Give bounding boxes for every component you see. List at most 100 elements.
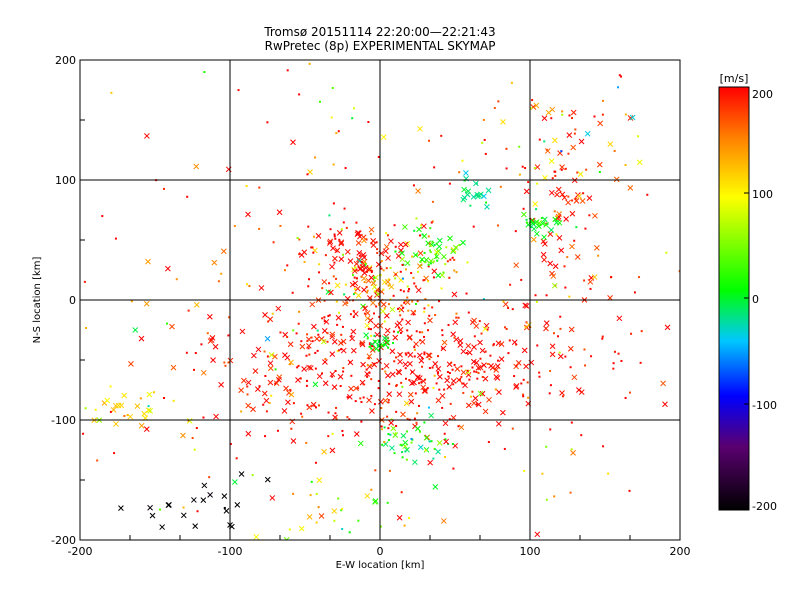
x-axis (129, 535, 631, 540)
data-point-x (147, 504, 153, 511)
data-point-dot (368, 345, 371, 348)
data-point-dot (317, 404, 320, 407)
data-point-dot (84, 407, 87, 410)
data-point-x (472, 395, 479, 402)
data-point-dot (415, 217, 418, 220)
data-point-dot (162, 187, 165, 190)
data-point-dot (370, 347, 373, 350)
data-point-dot (359, 397, 362, 400)
data-point-x (221, 493, 228, 500)
x-tick-label: -200 (68, 545, 93, 558)
data-point-x (447, 235, 453, 242)
data-point-dot (433, 447, 436, 450)
data-point-dot (340, 509, 343, 512)
data-point-dot (350, 334, 353, 337)
data-point-dot (370, 378, 373, 381)
data-point-dot (418, 404, 421, 407)
data-point-dot (333, 261, 336, 264)
data-point-x (180, 432, 186, 439)
data-point-dot (265, 410, 268, 413)
data-point-dot (413, 417, 416, 420)
data-point-dot (548, 392, 551, 395)
data-point-dot (264, 374, 267, 377)
data-point-x (295, 377, 301, 383)
data-point-dot (394, 277, 397, 280)
data-point-dot (423, 353, 426, 356)
data-point-dot (408, 379, 411, 382)
data-point-dot (584, 227, 587, 230)
data-point-x (322, 380, 329, 387)
data-point-x (263, 397, 270, 404)
data-point-x (616, 315, 623, 322)
data-point-x (404, 446, 410, 453)
data-point-dot (395, 424, 398, 427)
data-point-dot (342, 367, 345, 370)
data-point-dot (545, 445, 548, 448)
data-point-dot (365, 238, 368, 241)
data-point-dot (258, 186, 261, 189)
data-point-x (211, 259, 218, 266)
data-point-dot (315, 521, 318, 524)
data-point-dot (370, 269, 373, 272)
data-point-x (579, 198, 586, 204)
data-point-x (349, 281, 356, 288)
data-point-dot (373, 280, 376, 283)
data-point-x (439, 392, 446, 399)
data-point-dot (423, 322, 426, 325)
data-point-x (382, 341, 389, 348)
data-point-x (522, 302, 529, 309)
colorbar-tick-label: -100 (752, 399, 777, 412)
data-point-dot (352, 310, 355, 313)
data-point-x (231, 479, 238, 485)
data-point-x (250, 406, 256, 413)
data-point-x (342, 300, 348, 307)
data-point-dot (340, 348, 343, 351)
data-point-dot (418, 430, 421, 433)
data-point-dot (432, 260, 435, 263)
data-point-dot (523, 469, 526, 472)
data-point-dot (419, 260, 422, 263)
data-point-x (374, 331, 381, 338)
grid (80, 60, 680, 540)
data-point-dot (412, 313, 415, 316)
data-point-dot (248, 285, 251, 288)
data-point-dot (246, 393, 249, 396)
data-point-x (607, 141, 614, 147)
data-point-dot (441, 347, 444, 350)
data-point-dot (434, 314, 437, 317)
data-point-dot (423, 310, 426, 313)
data-point-x (404, 299, 411, 306)
data-point-x (267, 379, 274, 386)
data-point-dot (389, 266, 392, 269)
data-point-x (436, 440, 443, 446)
data-point-dot (568, 295, 571, 298)
data-point-dot (601, 337, 604, 340)
data-point-dot (187, 419, 190, 422)
data-point-x (346, 394, 353, 400)
data-point-dot (628, 489, 631, 492)
data-point-dot (524, 326, 527, 329)
data-point-dot (354, 288, 357, 291)
data-point-x (372, 498, 379, 504)
data-point-dot (423, 251, 426, 254)
data-point-x (312, 381, 319, 388)
data-point-dot (435, 252, 438, 255)
data-point-dot (482, 118, 485, 121)
data-point-dot (416, 270, 419, 273)
data-point-x (369, 408, 375, 414)
data-point-dot (551, 177, 554, 180)
data-point-x (460, 239, 466, 246)
data-point-x (400, 432, 407, 439)
data-point-dot (377, 379, 380, 382)
data-point-dot (427, 304, 430, 307)
data-point-dot (570, 448, 573, 451)
data-point-x (543, 320, 550, 326)
data-point-x (566, 132, 573, 138)
data-point-x (425, 240, 432, 247)
data-point-dot (339, 385, 342, 388)
data-point-dot (337, 349, 340, 352)
data-point-dot (223, 506, 226, 509)
data-point-dot (258, 385, 261, 388)
data-point-x (338, 239, 345, 246)
